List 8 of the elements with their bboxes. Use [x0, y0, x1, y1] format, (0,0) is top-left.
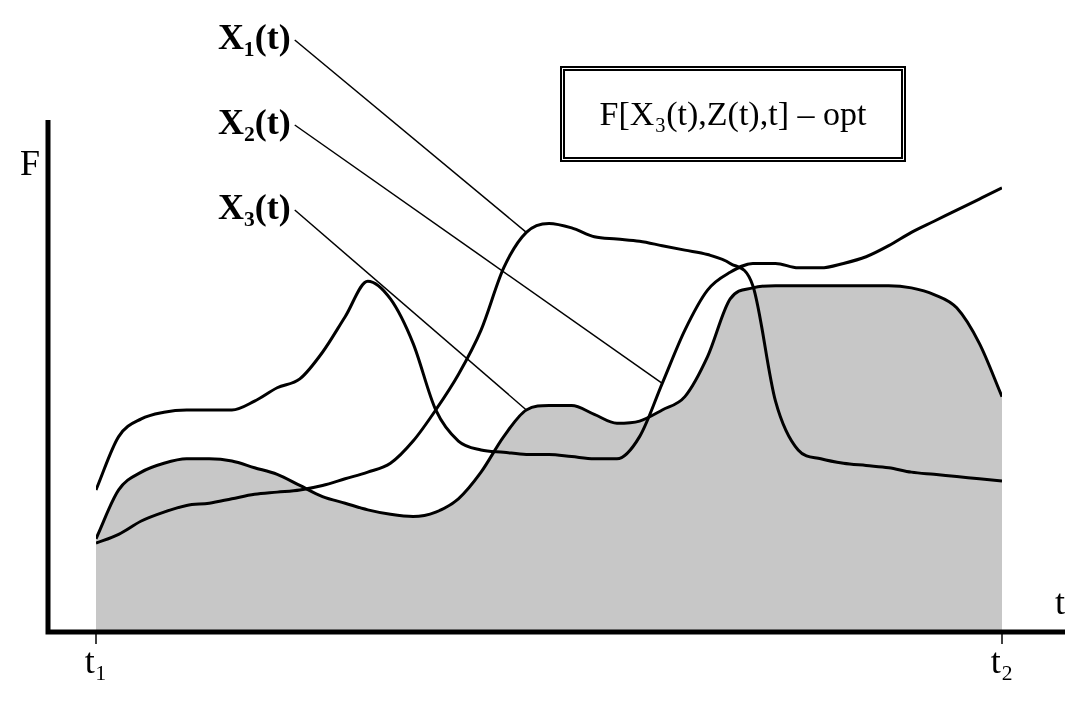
x-axis-title: t	[1054, 582, 1065, 622]
text: X₂(t)	[218, 102, 291, 143]
x-tick-label: t₁	[84, 641, 108, 682]
text: X₁(t)	[218, 17, 291, 58]
text: F[X₃(t),Z(t),t] – opt	[560, 66, 906, 162]
y-axis-title: F	[19, 143, 40, 183]
x-tick-label: t₂	[990, 641, 1014, 682]
text: X₃(t)	[218, 187, 291, 228]
